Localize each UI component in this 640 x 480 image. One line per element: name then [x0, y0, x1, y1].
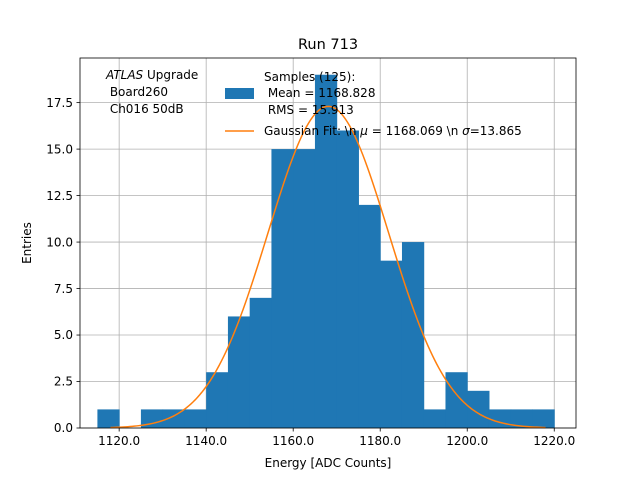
histogram-bar — [97, 409, 120, 428]
x-tick-label: 1160.0 — [272, 434, 314, 448]
x-tick-label: 1220.0 — [533, 434, 575, 448]
y-tick-label: 2.5 — [54, 375, 73, 389]
gaussian-fit-layer — [110, 105, 546, 429]
histogram-bar — [140, 409, 164, 428]
histogram-bar — [358, 204, 381, 428]
x-tick-label: 1200.0 — [446, 434, 488, 448]
histogram-bar — [488, 409, 512, 428]
legend-samples-count: Samples (125): — [264, 70, 355, 84]
x-axis-label: Energy [ADC Counts] — [265, 456, 392, 470]
y-tick-label: 7.5 — [54, 282, 73, 296]
histogram-bar — [423, 409, 446, 428]
y-tick-label: 17.5 — [46, 96, 73, 110]
y-tick-label: 12.5 — [46, 189, 73, 203]
histogram-bar — [467, 390, 490, 428]
mu-symbol: μ — [359, 124, 368, 138]
x-tick-label: 1140.0 — [185, 434, 227, 448]
histogram-bar — [249, 297, 272, 428]
plot-frame — [79, 57, 577, 429]
histogram-bar — [401, 242, 425, 428]
histogram-bar — [380, 260, 403, 428]
fit-suffix: =13.865 — [470, 124, 522, 138]
fit-prefix: Gaussian Fit: \n — [264, 124, 360, 138]
histogram-bar — [227, 316, 251, 428]
y-tick-label: 5.0 — [54, 328, 73, 342]
x-tick-label: 1120.0 — [98, 434, 140, 448]
histogram-bar — [206, 372, 229, 428]
legend-samples-rms: RMS = 15.913 — [264, 103, 354, 117]
board-label: Board260 — [106, 85, 168, 99]
fit-middle: = 1168.069 \n — [368, 124, 462, 138]
y-tick-label: 10.0 — [46, 235, 73, 249]
legend-bar-swatch — [225, 88, 254, 99]
axis-ticks: 1120.0 1140.0 1160.0 1180.0 1200.0 1220.0 0.0 2… — [46, 96, 575, 448]
histogram-bars — [97, 74, 555, 428]
upgrade-text: Upgrade — [143, 68, 198, 82]
histogram-bar — [445, 372, 468, 428]
histogram-bar — [162, 409, 185, 428]
histogram-bar — [271, 149, 294, 428]
atlas-annotation: ATLAS Upgrade Board260 Ch016 50dB — [105, 68, 198, 116]
histogram-bar — [293, 149, 316, 428]
x-tick-label: 1180.0 — [359, 434, 401, 448]
chart-title: Run 713 — [298, 37, 358, 53]
histogram-bar — [336, 130, 359, 428]
histogram-bar — [314, 74, 338, 428]
gaussian-fit-curve — [110, 105, 546, 429]
channel-label: Ch016 50dB — [106, 102, 184, 116]
y-tick-label: 0.0 — [54, 421, 73, 435]
legend-fit-label: Gaussian Fit: \n μ = 1168.069 \n σ=13.86… — [264, 124, 522, 138]
y-axis-label: Entries — [20, 222, 34, 264]
atlas-label-line: ATLAS Upgrade — [105, 68, 198, 82]
sigma-symbol: σ — [462, 124, 470, 138]
atlas-text: ATLAS — [105, 68, 144, 82]
histogram-bar — [510, 409, 533, 428]
y-tick-label: 15.0 — [46, 142, 73, 156]
histogram-bar — [532, 409, 555, 428]
histogram-bar — [184, 409, 207, 428]
legend-samples-mean: Mean = 1168.828 — [264, 86, 375, 100]
legend: Samples (125): Mean = 1168.828 RMS = 15.… — [225, 70, 522, 138]
